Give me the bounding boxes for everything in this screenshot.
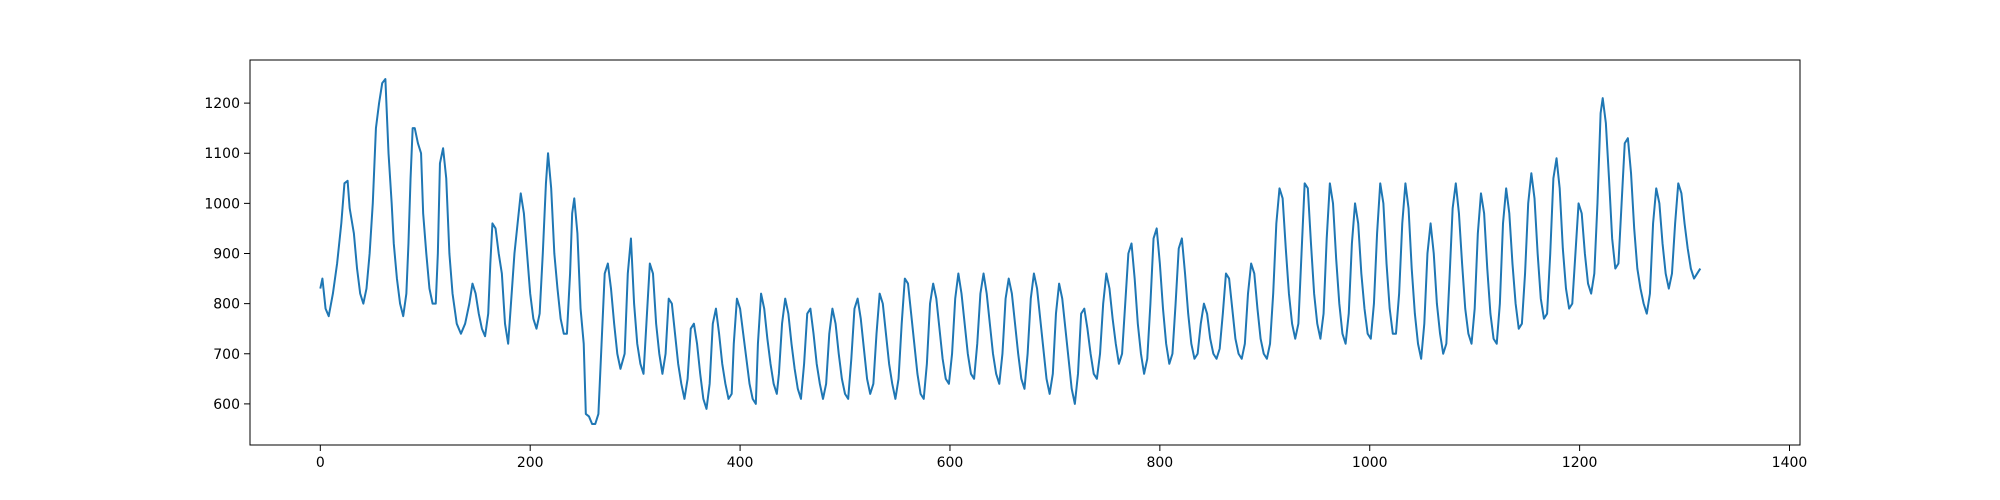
x-tick-label: 200: [517, 455, 544, 471]
x-tick-label: 400: [727, 455, 754, 471]
axes-frame: [249, 59, 1801, 446]
y-axis: 600 700 800 900 1000 1100 1200: [204, 96, 250, 413]
y-tick-label: 600: [213, 397, 240, 413]
y-tick-label: 800: [213, 297, 240, 313]
series-layer: [319, 78, 1702, 425]
x-tick-label: 800: [1146, 455, 1173, 471]
x-tick-label: 0: [316, 455, 325, 471]
y-tick-label: 1200: [204, 96, 240, 112]
y-tick-label: 900: [213, 247, 240, 263]
y-tick-label: 1100: [204, 146, 240, 162]
x-tick-label: 600: [937, 455, 964, 471]
x-axis: 0 200 400 600 800 1000 1200 1400: [316, 445, 1807, 471]
x-tick-label: 1000: [1352, 455, 1388, 471]
series-line-0: [319, 78, 1702, 425]
x-tick-label: 1400: [1772, 455, 1808, 471]
y-tick-label: 1000: [204, 196, 240, 212]
y-tick-label: 700: [213, 347, 240, 363]
x-tick-label: 1200: [1562, 455, 1598, 471]
